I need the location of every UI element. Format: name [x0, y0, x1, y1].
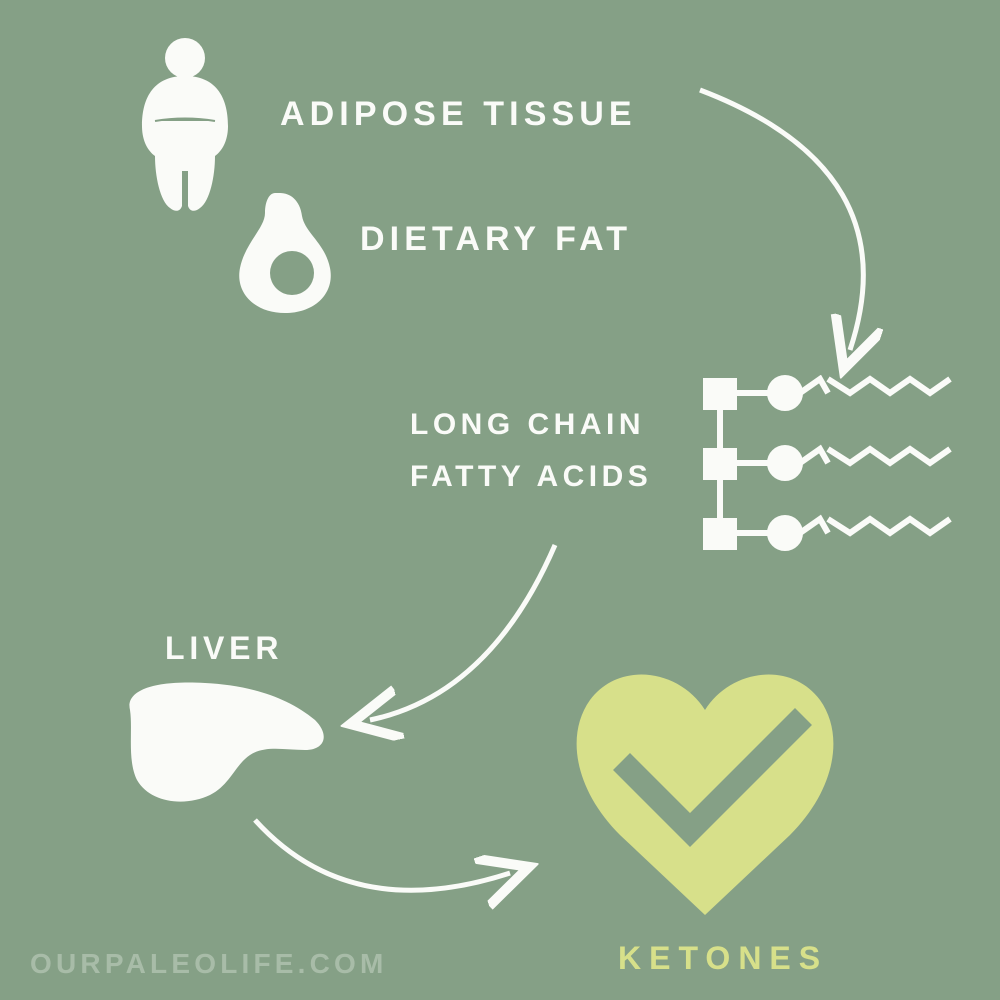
watermark: OURPALEOLIFE.COM	[30, 948, 388, 980]
ketones-label: KETONES	[618, 940, 828, 977]
arrow-3	[0, 0, 1000, 1000]
heart-icon	[560, 660, 850, 920]
